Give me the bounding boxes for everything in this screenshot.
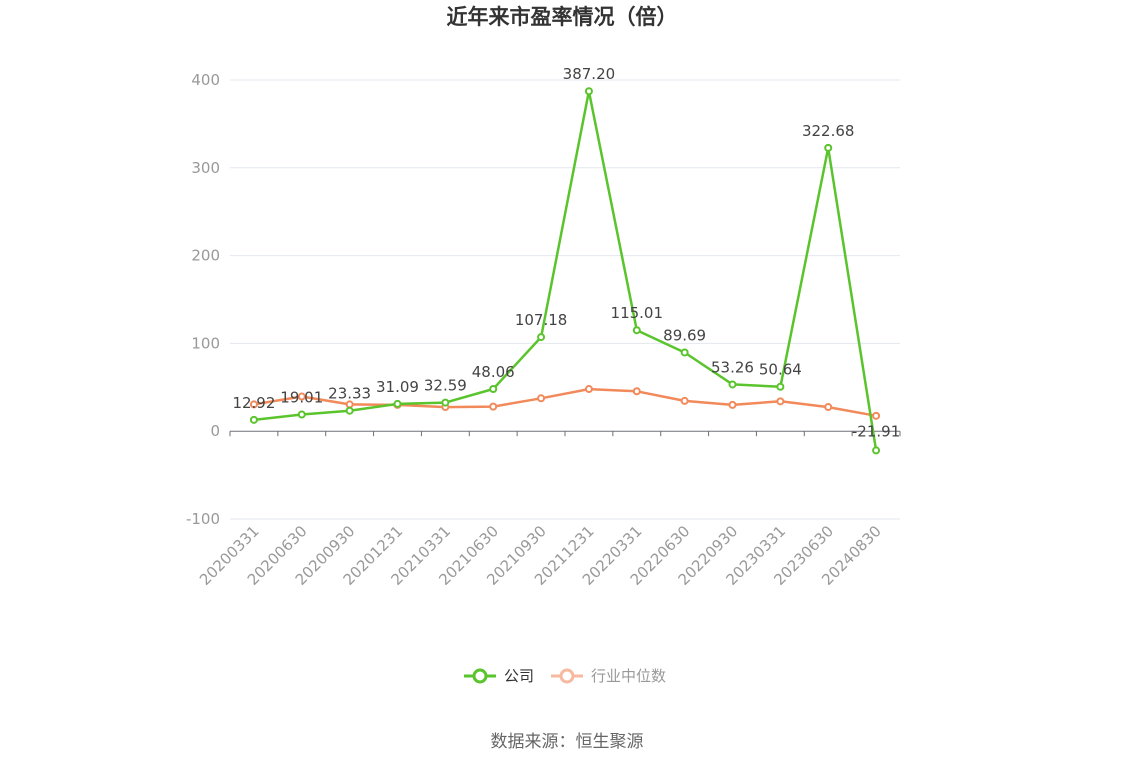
industry-median-point[interactable]: [297, 392, 306, 401]
y-tick-label: 200: [191, 247, 220, 265]
y-tick-label: 100: [191, 334, 220, 352]
legend-company-label: 公司: [504, 667, 534, 685]
data-label: 53.26: [711, 358, 754, 376]
industry-median-point[interactable]: [249, 400, 258, 409]
legend-company-marker: [472, 668, 488, 684]
y-tick-label: 300: [191, 159, 220, 177]
company-point[interactable]: [345, 406, 354, 415]
legend-industry-label: 行业中位数: [591, 667, 666, 685]
data-label: 31.09: [376, 378, 419, 396]
company-point[interactable]: [537, 333, 546, 342]
industry-median-point[interactable]: [680, 396, 689, 405]
company-point[interactable]: [441, 398, 450, 407]
industry-median-point[interactable]: [489, 402, 498, 411]
company-point[interactable]: [680, 348, 689, 357]
chart-title: 近年来市盈率情况（倍）: [447, 5, 678, 29]
industry-median-point[interactable]: [824, 403, 833, 412]
data-label: 115.01: [611, 304, 664, 322]
data-label: 23.33: [328, 385, 371, 403]
company-point[interactable]: [824, 143, 833, 152]
industry-median-point[interactable]: [537, 394, 546, 403]
data-label: 89.69: [663, 326, 706, 344]
industry-median-point[interactable]: [728, 400, 737, 409]
data-label: 32.59: [424, 377, 467, 395]
company-point[interactable]: [584, 87, 593, 96]
y-tick-label: -100: [186, 510, 220, 528]
data-labels: 12.92 19.01 23.33 31.09 32.59 48.06 107.18 387.…: [232, 65, 900, 440]
data-label: 12.92: [232, 394, 275, 412]
legend-item-industry-median[interactable]: 行业中位数: [551, 667, 666, 685]
series-layer: [249, 87, 881, 455]
legend-item-company[interactable]: 公司: [464, 667, 534, 685]
company-point[interactable]: [728, 380, 737, 389]
company-point[interactable]: [249, 415, 258, 424]
grid-lines: [230, 79, 900, 520]
legend[interactable]: 公司 行业中位数: [464, 667, 666, 685]
data-label: 19.01: [280, 389, 323, 407]
y-tick-label: 400: [191, 71, 220, 89]
industry-median-point[interactable]: [584, 385, 593, 394]
data-label: 107.18: [515, 311, 568, 329]
series-company: [249, 87, 881, 455]
industry-median-point[interactable]: [776, 397, 785, 406]
industry-median-point[interactable]: [632, 387, 641, 396]
company-point[interactable]: [776, 382, 785, 391]
data-label: 48.06: [472, 363, 515, 381]
data-label: 387.20: [563, 65, 616, 83]
legend-industry-marker: [559, 668, 575, 684]
data-label: 322.68: [802, 122, 855, 140]
data-source-text: 数据来源：恒生聚源: [491, 732, 644, 752]
data-label: 50.64: [759, 361, 802, 379]
company-point[interactable]: [489, 385, 498, 394]
company-point[interactable]: [297, 410, 306, 419]
company-point[interactable]: [872, 446, 881, 455]
industry-median-line: [253, 387, 877, 418]
data-label: -21.91: [852, 422, 900, 440]
company-line: [253, 89, 878, 451]
industry-median-point[interactable]: [872, 411, 881, 420]
company-point[interactable]: [393, 399, 402, 408]
y-tick-label: 0: [210, 422, 220, 440]
company-point[interactable]: [632, 326, 641, 335]
